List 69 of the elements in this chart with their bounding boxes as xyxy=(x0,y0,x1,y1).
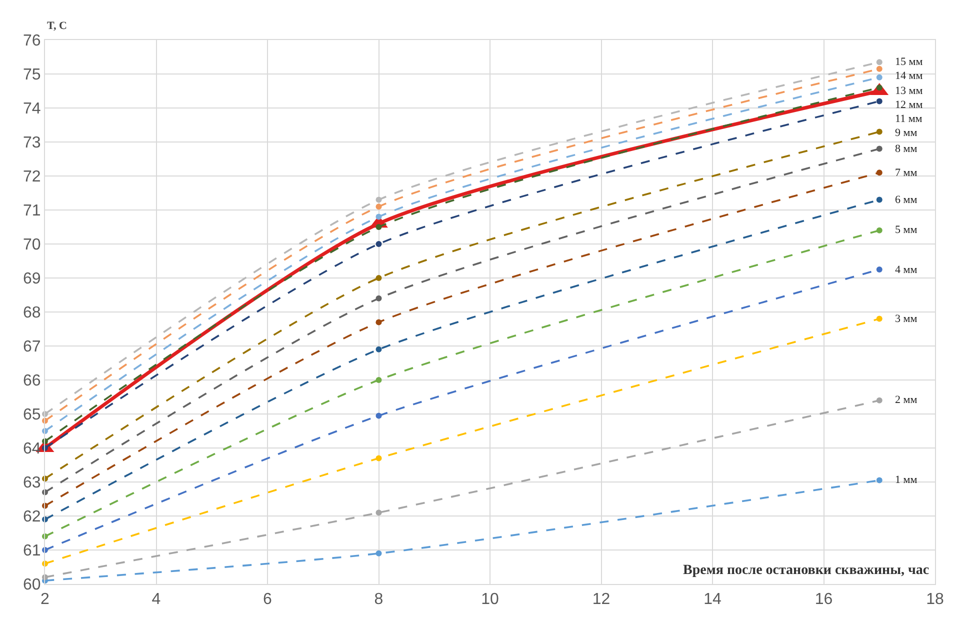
series-label: 2 мм xyxy=(895,394,918,406)
y-tick-label: 61 xyxy=(23,542,41,560)
series-label: 11 мм xyxy=(895,113,922,125)
x-tick-label: 14 xyxy=(704,591,722,608)
series-label: 1 мм xyxy=(895,474,918,486)
y-tick-label: 74 xyxy=(23,100,41,118)
y-tick-label: 62 xyxy=(23,508,41,526)
x-tick-label: 2 xyxy=(40,591,50,608)
y-tick-label: 63 xyxy=(23,474,41,492)
point xyxy=(876,128,882,135)
y-tick-label: 76 xyxy=(23,32,41,50)
point xyxy=(876,146,882,152)
point xyxy=(876,170,882,176)
series-label: 8 мм xyxy=(895,143,918,155)
series-label: 4 мм xyxy=(895,264,918,276)
y-tick-label: 67 xyxy=(23,338,41,356)
point xyxy=(376,550,382,556)
point xyxy=(376,275,382,281)
point xyxy=(376,455,382,462)
y-tick-label: 69 xyxy=(23,270,41,288)
point xyxy=(876,196,882,203)
point xyxy=(376,412,382,419)
point xyxy=(376,204,382,210)
y-tick-label: 60 xyxy=(23,576,41,594)
point xyxy=(876,266,882,272)
series-label: 9 мм xyxy=(895,127,918,139)
x-tick-label: 12 xyxy=(592,591,610,608)
x-tick-label: 18 xyxy=(926,591,944,608)
point xyxy=(376,241,382,247)
series-label: 15 мм xyxy=(895,56,923,68)
y-tick-label: 75 xyxy=(23,66,41,84)
point xyxy=(876,98,882,104)
x-tick-label: 10 xyxy=(481,591,499,608)
point xyxy=(376,346,382,352)
y-tick-label: 64 xyxy=(23,440,41,458)
y-tick-label: 70 xyxy=(23,236,41,254)
point xyxy=(376,295,382,302)
x-tick-label: 6 xyxy=(263,591,272,608)
y-tick-label: 71 xyxy=(23,202,41,220)
point xyxy=(876,74,882,80)
y-tick-label: 66 xyxy=(23,372,41,390)
x-tick-label: 16 xyxy=(814,591,833,608)
y-tick-label: 72 xyxy=(23,168,41,186)
point xyxy=(876,477,882,484)
point xyxy=(876,66,882,72)
point xyxy=(876,316,882,322)
point xyxy=(376,224,382,230)
point xyxy=(376,377,382,383)
series-label: 3 мм xyxy=(895,313,918,325)
point xyxy=(376,319,382,326)
y-axis-title: T, C xyxy=(47,20,68,32)
series-label: 13 мм xyxy=(895,85,923,97)
point xyxy=(376,214,382,220)
point xyxy=(376,196,382,203)
y-tick-label: 68 xyxy=(23,304,41,322)
point xyxy=(876,59,882,66)
point xyxy=(376,510,382,516)
x-tick-label: 4 xyxy=(152,591,161,608)
series-label: 14 мм xyxy=(895,70,923,82)
series-label: 5 мм xyxy=(895,224,918,236)
series-label: 12 мм xyxy=(895,99,923,111)
x-axis-title: Время после остановки скважины, час xyxy=(683,563,930,578)
series-label: 7 мм xyxy=(895,167,918,179)
y-tick-label: 73 xyxy=(23,134,41,152)
x-tick-label: 8 xyxy=(374,591,384,608)
series-label: 6 мм xyxy=(895,194,918,206)
point xyxy=(876,397,882,404)
point xyxy=(876,227,882,234)
y-tick-label: 65 xyxy=(23,406,41,424)
